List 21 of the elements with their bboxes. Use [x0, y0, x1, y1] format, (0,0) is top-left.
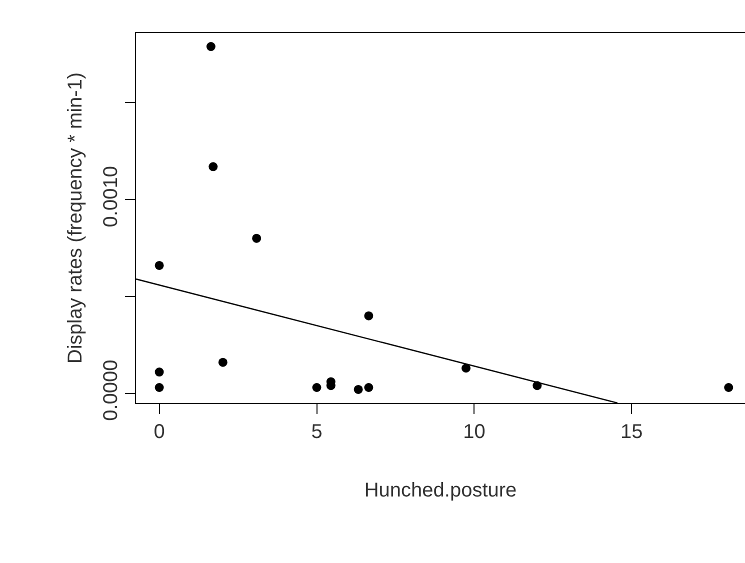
x-axis-title: Hunched.posture: [364, 480, 517, 502]
x-tick-label: 5: [311, 421, 322, 444]
y-axis-title: Display rates (frequency * min-1): [64, 72, 86, 364]
point: [154, 260, 164, 270]
x-tick-label: 10: [463, 421, 486, 444]
point: [364, 383, 374, 392]
point: [206, 42, 216, 52]
y-tick-label: 0.0010: [100, 166, 122, 228]
x-tick-label: 15: [620, 421, 643, 444]
point: [354, 384, 363, 394]
point: [154, 383, 164, 392]
point: [154, 368, 164, 377]
point: [312, 383, 322, 392]
y-tick-label: 0.0000: [100, 360, 122, 421]
point: [364, 311, 374, 320]
point: [462, 364, 471, 373]
x-tick-label: 0: [154, 421, 165, 444]
point: [208, 162, 218, 172]
point: [252, 234, 262, 243]
point: [218, 358, 228, 367]
point: [724, 383, 734, 392]
